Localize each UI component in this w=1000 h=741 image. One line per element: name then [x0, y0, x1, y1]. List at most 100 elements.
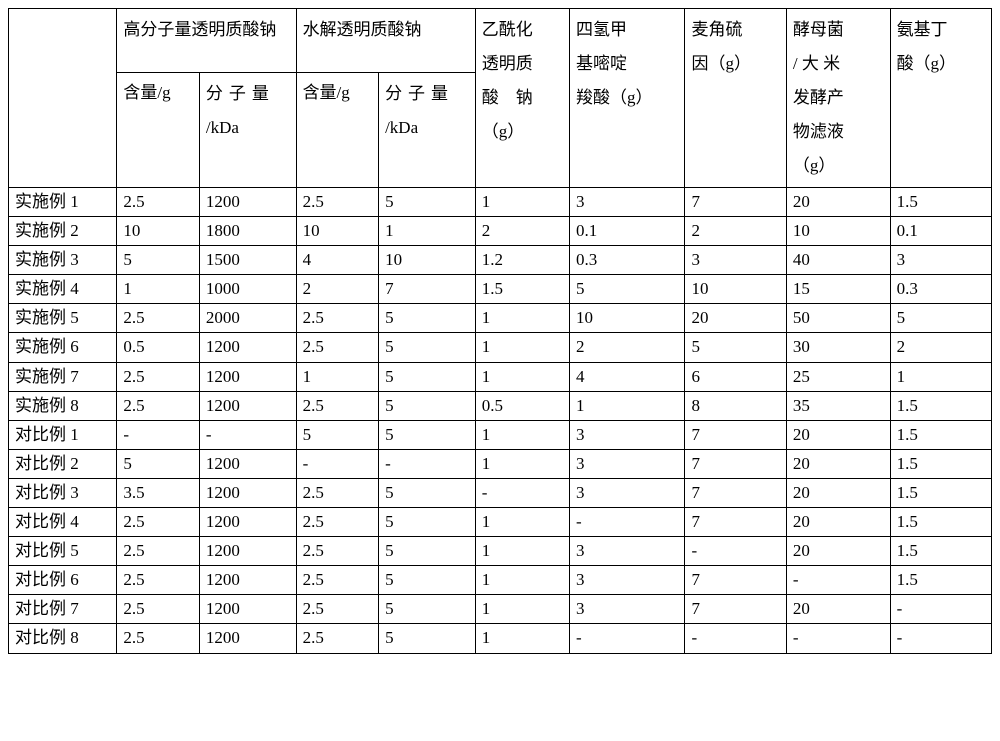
cell-f: 30 — [786, 333, 890, 362]
cell-a1: 2.5 — [117, 624, 200, 653]
cell-c: 1.2 — [475, 246, 569, 275]
cell-g: - — [890, 624, 991, 653]
cell-b2: 5 — [379, 566, 476, 595]
cell-f: 20 — [786, 478, 890, 507]
cell-a2: 1200 — [199, 478, 296, 507]
cell-f: 10 — [786, 217, 890, 246]
header-a-sub2: 分子量 /kDa — [199, 73, 296, 188]
header-col-c: 乙酰化 透明质 酸 钠 （g） — [475, 9, 569, 188]
cell-e: 7 — [685, 478, 786, 507]
cell-b2: 1 — [379, 217, 476, 246]
cell-b1: 2.5 — [296, 566, 379, 595]
header-blank — [9, 9, 117, 188]
cell-b2: 5 — [379, 333, 476, 362]
cell-a2: 1200 — [199, 362, 296, 391]
cell-a1: 1 — [117, 275, 200, 304]
cell-b2: 5 — [379, 420, 476, 449]
cell-c: 1 — [475, 508, 569, 537]
cell-g: 1.5 — [890, 420, 991, 449]
cell-f: 35 — [786, 391, 890, 420]
hdr-b2-l2: /kDa — [385, 118, 418, 137]
hdr-c-l4: （g） — [482, 122, 525, 141]
cell-c: 1 — [475, 624, 569, 653]
cell-b2: 5 — [379, 624, 476, 653]
cell-b2: 10 — [379, 246, 476, 275]
cell-g: 1.5 — [890, 449, 991, 478]
cell-b1: 2 — [296, 275, 379, 304]
cell-c: 1.5 — [475, 275, 569, 304]
cell-e: 2 — [685, 217, 786, 246]
table-row: 对比例 62.512002.55137-1.5 — [9, 566, 992, 595]
cell-f: - — [786, 624, 890, 653]
cell-e: 5 — [685, 333, 786, 362]
cell-g: 1.5 — [890, 391, 991, 420]
cell-f: 20 — [786, 420, 890, 449]
row-label: 实施例 8 — [9, 391, 117, 420]
cell-c: - — [475, 478, 569, 507]
cell-e: 7 — [685, 420, 786, 449]
cell-f: 20 — [786, 595, 890, 624]
cell-e: 20 — [685, 304, 786, 333]
cell-d: 4 — [569, 362, 685, 391]
cell-d: 3 — [569, 595, 685, 624]
cell-a2: 1000 — [199, 275, 296, 304]
row-label: 实施例 4 — [9, 275, 117, 304]
hdr-e-l2: 因（g） — [691, 54, 751, 73]
cell-a2: 1200 — [199, 566, 296, 595]
row-label: 对比例 8 — [9, 624, 117, 653]
cell-a1: 0.5 — [117, 333, 200, 362]
cell-a1: 3.5 — [117, 478, 200, 507]
cell-f: 20 — [786, 188, 890, 217]
table-row: 实施例 60.512002.55125302 — [9, 333, 992, 362]
cell-c: 1 — [475, 449, 569, 478]
table-row: 对比例 33.512002.55-37201.5 — [9, 478, 992, 507]
cell-b1: - — [296, 449, 379, 478]
cell-a2: - — [199, 420, 296, 449]
cell-b1: 1 — [296, 362, 379, 391]
cell-c: 1 — [475, 595, 569, 624]
cell-c: 1 — [475, 420, 569, 449]
hdr-b2-l1: 分子量 — [385, 84, 454, 103]
hdr-c-l2: 透明质 — [482, 54, 533, 73]
cell-b1: 10 — [296, 217, 379, 246]
cell-a1: 2.5 — [117, 595, 200, 624]
cell-f: 25 — [786, 362, 890, 391]
table-row: 实施例 72.5120015146251 — [9, 362, 992, 391]
table-row: 对比例 42.512002.551-7201.5 — [9, 508, 992, 537]
cell-e: 7 — [685, 188, 786, 217]
header-b-sub1: 含量/g — [296, 73, 379, 188]
cell-b1: 2.5 — [296, 624, 379, 653]
row-label: 对比例 7 — [9, 595, 117, 624]
cell-b1: 2.5 — [296, 478, 379, 507]
row-label: 对比例 2 — [9, 449, 117, 478]
row-label: 对比例 4 — [9, 508, 117, 537]
header-col-g: 氨基丁 酸（g） — [890, 9, 991, 188]
cell-g: 1.5 — [890, 537, 991, 566]
cell-d: 3 — [569, 537, 685, 566]
cell-c: 1 — [475, 362, 569, 391]
cell-b2: 5 — [379, 478, 476, 507]
composition-table: 高分子量透明质酸钠 水解透明质酸钠 乙酰化 透明质 酸 钠 （g） 四氢甲 基嘧… — [8, 8, 992, 654]
cell-g: 0.3 — [890, 275, 991, 304]
hdr-c-l3: 酸 钠 — [482, 88, 533, 107]
cell-f: 50 — [786, 304, 890, 333]
table-row: 实施例 12.512002.55137201.5 — [9, 188, 992, 217]
table-row: 对比例 1--55137201.5 — [9, 420, 992, 449]
cell-c: 1 — [475, 333, 569, 362]
hdr-d-l3: 羧酸（g） — [576, 88, 653, 107]
cell-g: 2 — [890, 333, 991, 362]
table-row: 实施例 210180010120.12100.1 — [9, 217, 992, 246]
cell-e: 6 — [685, 362, 786, 391]
cell-g: 1.5 — [890, 478, 991, 507]
table-row: 实施例 3515004101.20.33403 — [9, 246, 992, 275]
table-row: 实施例 52.520002.5511020505 — [9, 304, 992, 333]
cell-g: 5 — [890, 304, 991, 333]
table-row: 对比例 52.512002.5513-201.5 — [9, 537, 992, 566]
cell-g: 1.5 — [890, 188, 991, 217]
header-row-1: 高分子量透明质酸钠 水解透明质酸钠 乙酰化 透明质 酸 钠 （g） 四氢甲 基嘧… — [9, 9, 992, 73]
cell-f: - — [786, 566, 890, 595]
cell-d: 10 — [569, 304, 685, 333]
cell-a2: 1800 — [199, 217, 296, 246]
cell-f: 20 — [786, 537, 890, 566]
cell-d: 3 — [569, 420, 685, 449]
